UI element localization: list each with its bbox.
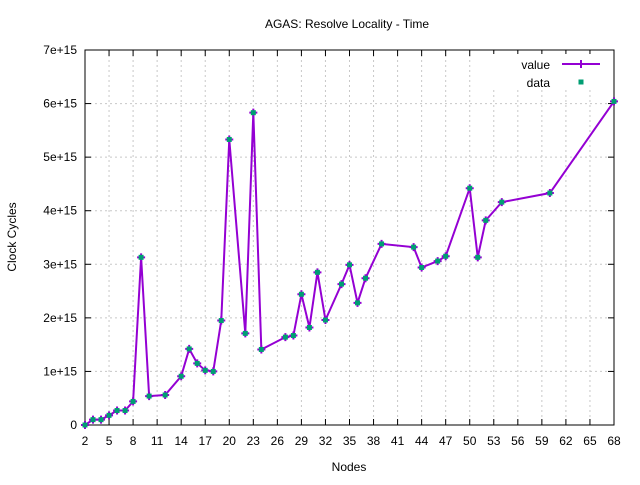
y-tick-label: 0	[70, 418, 77, 432]
x-tick-label: 11	[151, 434, 164, 448]
x-tick-label: 32	[319, 434, 333, 448]
data-point	[178, 373, 184, 379]
x-tick-label: 2	[82, 434, 89, 448]
data-point	[379, 241, 385, 247]
y-axis-label: Clock Cycles	[5, 202, 19, 271]
grid	[85, 50, 614, 425]
data-point	[282, 334, 288, 340]
data-point	[82, 422, 88, 428]
data-point	[298, 291, 304, 297]
x-tick-label: 14	[175, 434, 189, 448]
data-point	[483, 217, 489, 223]
data-point	[162, 392, 168, 398]
y-tick-label: 4e+15	[43, 204, 77, 218]
data-point	[475, 254, 481, 260]
x-tick-label: 20	[223, 434, 237, 448]
chart-title: AGAS: Resolve Locality - Time	[265, 17, 429, 31]
ticks: 2 5 8 11 14 17 20 23 26 29 32 35 38 41 44 47 50 53 56 59 62 6…	[43, 43, 621, 448]
x-tick-label: 38	[367, 434, 381, 448]
data-point	[226, 136, 232, 142]
data-point	[435, 258, 441, 264]
data-point	[138, 254, 144, 260]
data-point	[314, 269, 320, 275]
data-point	[419, 265, 425, 270]
y-tick-label: 7e+15	[43, 43, 77, 57]
data-point	[499, 199, 505, 205]
plot-area	[81, 97, 618, 429]
x-tick-label: 5	[106, 434, 113, 448]
data-point	[122, 408, 128, 414]
y-tick-label: 1e+15	[43, 364, 77, 378]
data-point	[146, 393, 152, 399]
x-tick-label: 17	[199, 434, 213, 448]
x-tick-label: 59	[535, 434, 549, 448]
data-point	[130, 398, 136, 404]
x-axis-label: Nodes	[332, 460, 367, 474]
data-point	[242, 330, 248, 336]
y-tick-label: 6e+15	[43, 97, 77, 111]
data-point	[186, 346, 192, 352]
legend-label-data: data	[527, 76, 551, 90]
legend: value data	[480, 54, 610, 90]
legend-label-value: value	[521, 58, 550, 72]
x-tick-label: 23	[247, 434, 261, 448]
data-point	[611, 98, 617, 104]
data-point	[218, 318, 224, 324]
data-point	[106, 412, 112, 418]
data-point	[290, 333, 296, 339]
data-point	[411, 244, 417, 250]
data-point	[98, 417, 104, 423]
data-point	[114, 408, 120, 414]
x-tick-label: 56	[511, 434, 525, 448]
y-tick-label: 2e+15	[43, 311, 77, 325]
x-tick-label: 41	[391, 434, 405, 448]
x-tick-label: 65	[583, 434, 597, 448]
data-point	[90, 417, 96, 423]
data-point	[338, 281, 344, 287]
x-tick-label: 53	[487, 434, 501, 448]
data-point	[322, 317, 328, 323]
data-point	[306, 325, 312, 330]
data-point	[363, 275, 369, 281]
x-tick-label: 44	[415, 434, 429, 448]
data-point	[347, 262, 352, 268]
x-tick-label: 35	[343, 434, 357, 448]
data-point	[443, 253, 449, 259]
data-point	[210, 368, 216, 374]
x-tick-label: 29	[295, 434, 309, 448]
data-point	[202, 367, 208, 373]
data-point	[258, 346, 264, 352]
data-point	[547, 190, 553, 196]
x-tick-label: 50	[463, 434, 477, 448]
data-point	[250, 110, 256, 116]
x-tick-label: 68	[607, 434, 621, 448]
data-point	[194, 360, 200, 366]
x-tick-label: 62	[559, 434, 573, 448]
data-point	[355, 300, 361, 306]
legend-marker-data	[578, 79, 584, 85]
x-tick-label: 8	[130, 434, 137, 448]
y-tick-label: 5e+15	[43, 150, 77, 164]
y-tick-label: 3e+15	[43, 257, 77, 271]
x-tick-label: 26	[271, 434, 285, 448]
data-point	[467, 185, 473, 191]
x-tick-label: 47	[439, 434, 453, 448]
